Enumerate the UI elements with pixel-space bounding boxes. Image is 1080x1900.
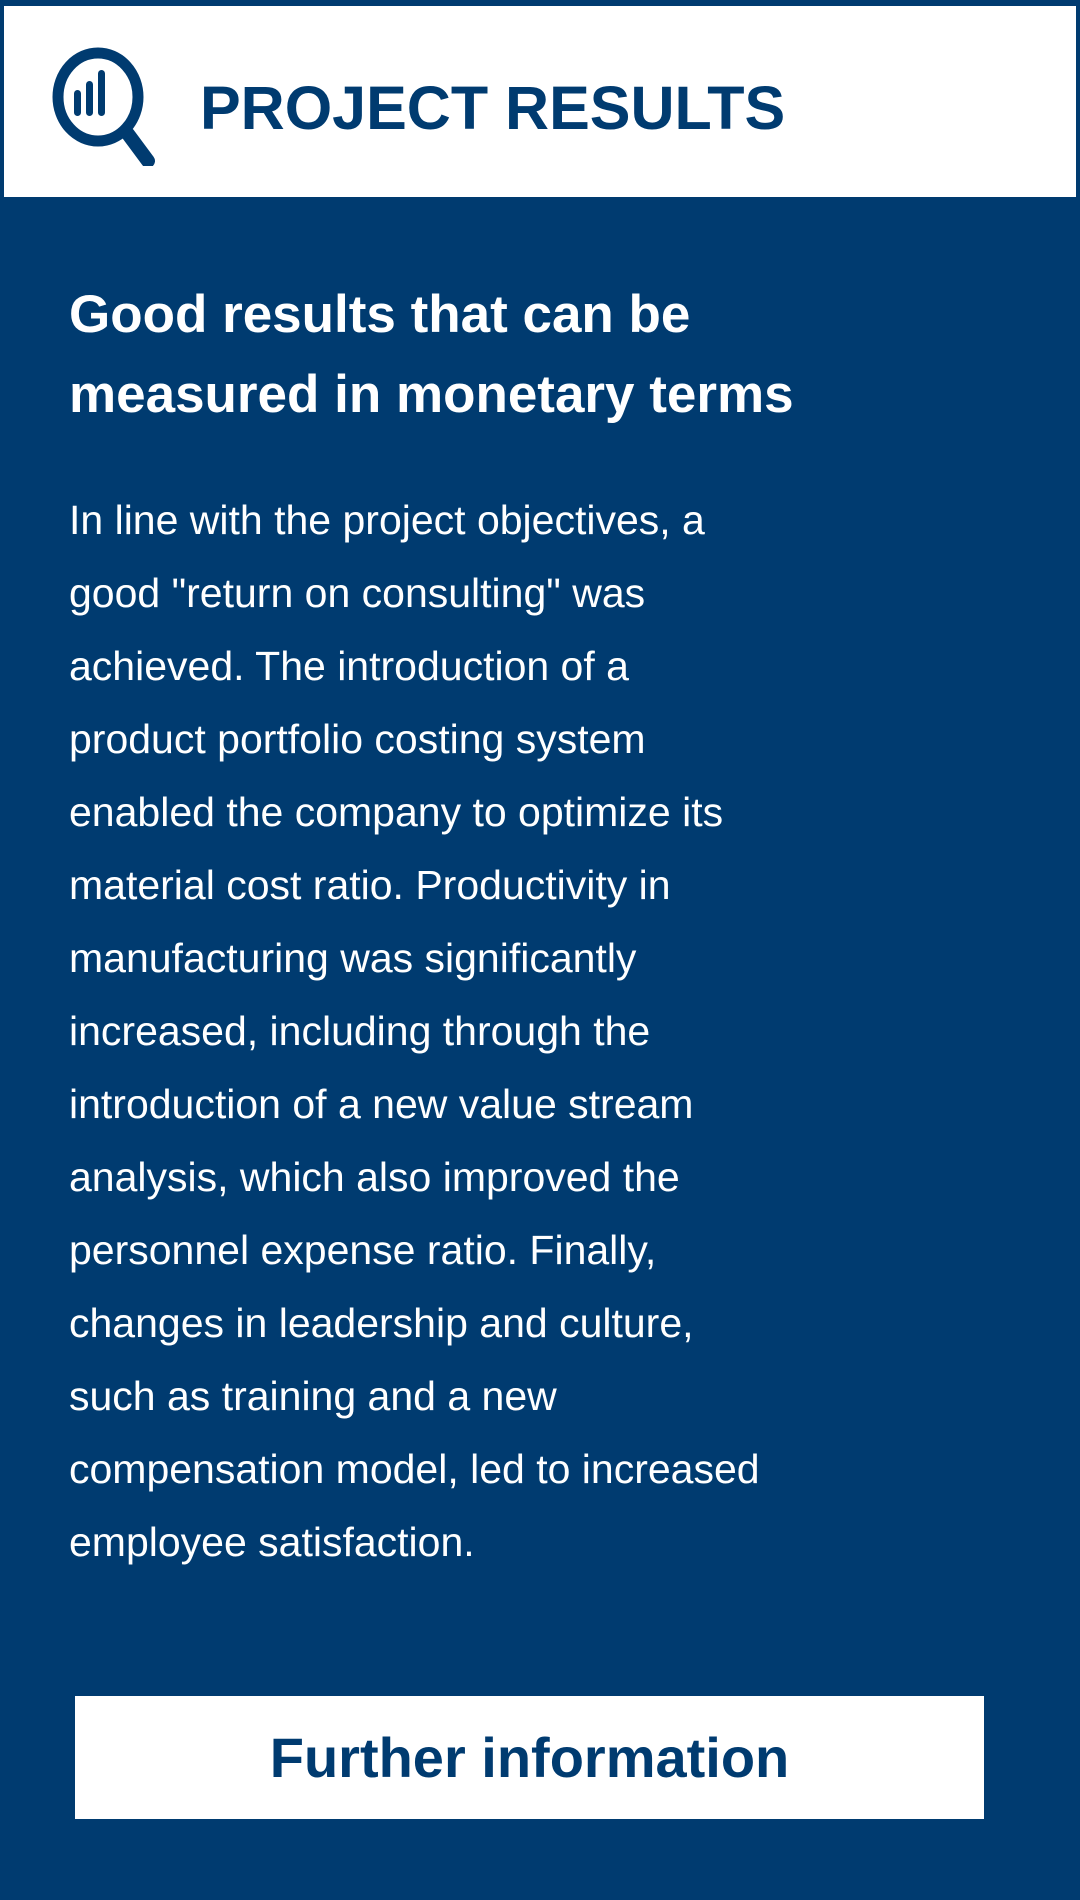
body-line: In line with the project objectives, a bbox=[69, 497, 705, 543]
body-line: product portfolio costing system bbox=[69, 716, 646, 762]
body-line: personnel expense ratio. Finally, bbox=[69, 1227, 657, 1273]
body-line: employee satisfaction. bbox=[69, 1519, 475, 1565]
body-line: changes in leadership and culture, bbox=[69, 1300, 694, 1346]
body-line: analysis, which also improved the bbox=[69, 1154, 680, 1200]
body-text: In line with the project objectives, a g… bbox=[69, 484, 760, 1579]
header-card: PROJECT RESULTS bbox=[4, 6, 1076, 197]
magnifier-bar-chart-icon bbox=[52, 47, 155, 166]
body-line: enabled the company to optimize its bbox=[69, 789, 724, 835]
body-line: increased, including through the bbox=[69, 1008, 651, 1054]
body-line: good "return on consulting" was bbox=[69, 570, 646, 616]
body-line: manufacturing was significantly bbox=[69, 935, 637, 981]
section-heading: Good results that can be measured in mon… bbox=[69, 275, 794, 435]
body-line: material cost ratio. Productivity in bbox=[69, 862, 671, 908]
page-title: PROJECT RESULTS bbox=[200, 74, 786, 142]
body-line: such as training and a new bbox=[69, 1373, 557, 1419]
further-information-button[interactable]: Further information bbox=[75, 1696, 984, 1819]
body-line: compensation model, led to increased bbox=[69, 1446, 760, 1492]
body-line: achieved. The introduction of a bbox=[69, 643, 629, 689]
heading-line: Good results that can be bbox=[69, 285, 691, 344]
heading-line: measured in monetary terms bbox=[69, 365, 794, 424]
body-line: introduction of a new value stream bbox=[69, 1081, 694, 1127]
